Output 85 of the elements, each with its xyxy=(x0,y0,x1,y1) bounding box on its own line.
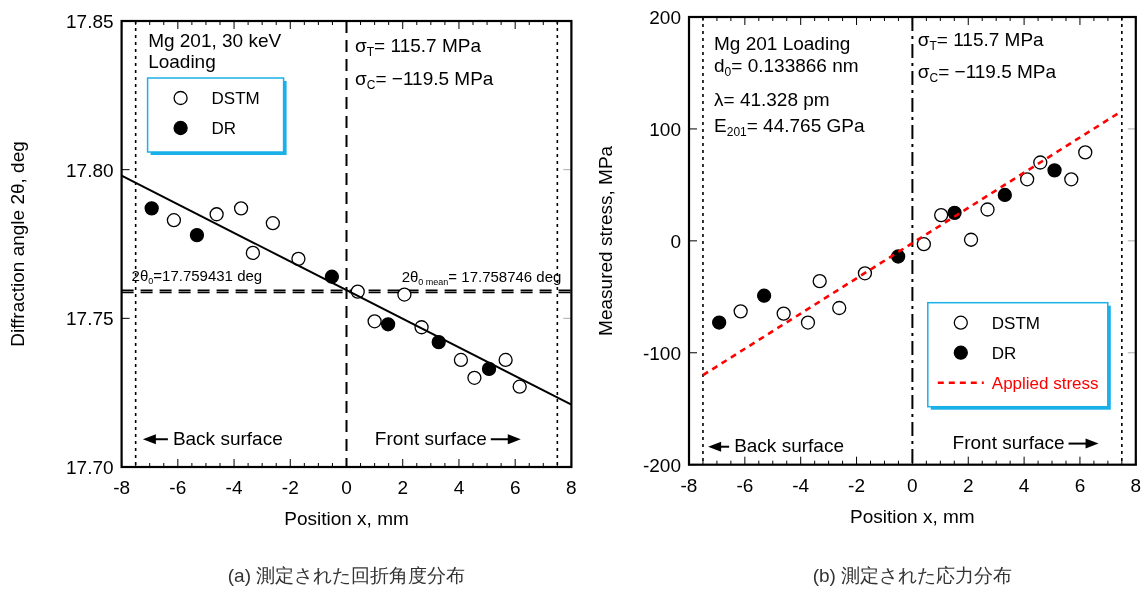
annotation: E$_{201}$= 44.765 GPa xyxy=(714,115,865,139)
point xyxy=(512,379,527,394)
annotation: Back surface xyxy=(734,435,844,457)
point xyxy=(144,201,159,216)
x-tick-label: 4 xyxy=(1018,474,1030,496)
point xyxy=(166,213,182,228)
annotation: d$_{0}$= 0.133866 nm xyxy=(714,55,859,79)
annotation: Front surface xyxy=(952,432,1065,454)
point xyxy=(380,317,396,332)
point xyxy=(733,304,748,319)
point xyxy=(397,287,412,302)
point xyxy=(800,315,816,330)
legend-label: DSTM xyxy=(211,89,260,108)
point xyxy=(291,251,306,267)
y-tick-label: -200 xyxy=(642,454,681,476)
x-axis-title: Position x, mm xyxy=(850,505,975,527)
x-tick-label: -8 xyxy=(113,477,131,498)
y-tick-label: 17.80 xyxy=(66,159,114,181)
point xyxy=(934,207,949,223)
point xyxy=(980,202,995,217)
point xyxy=(245,245,261,261)
x-tick-label: 2 xyxy=(962,474,974,496)
x-tick-label: 0 xyxy=(341,477,352,498)
legend-label: DR xyxy=(991,343,1017,363)
x-axis-title: Position x, mm xyxy=(284,508,409,529)
x-tick-label: -2 xyxy=(281,477,299,498)
y-axis-title: Measured stress, MPa xyxy=(595,145,616,336)
x-tick-label: 6 xyxy=(1074,474,1086,496)
x-tick-label: -8 xyxy=(680,474,698,496)
point xyxy=(1020,172,1035,187)
annotation: Mg 201, 30 keV xyxy=(148,29,282,51)
point xyxy=(1078,145,1093,160)
y-axis-title: Diffraction angle 2θ, deg xyxy=(7,141,28,347)
y-tick-label: 0 xyxy=(670,230,681,252)
annotation: Mg 201 Loading xyxy=(714,33,851,55)
x-tick-label: 8 xyxy=(566,477,577,498)
point xyxy=(832,300,847,316)
x-tick-label: -2 xyxy=(848,474,865,496)
y-tick-label: -100 xyxy=(642,342,681,364)
text: (b) 測定された応力分布 xyxy=(812,565,1013,586)
y-tick-label: 17.85 xyxy=(66,11,114,32)
point xyxy=(963,232,979,247)
annotation: Front surface xyxy=(374,427,487,449)
point xyxy=(916,237,931,252)
point xyxy=(756,288,772,303)
annotation: σ$_{C}$= −119.5 MPa xyxy=(917,60,1057,85)
annotation: σ$_{C}$= −119.5 MPa xyxy=(355,67,494,92)
annotation: σ$_{T}$= 115.7 MPa xyxy=(355,35,482,59)
x-tick-label: -6 xyxy=(169,477,187,498)
legend-label: DSTM xyxy=(991,313,1040,333)
x-tick-label: 0 xyxy=(907,474,918,496)
point xyxy=(776,306,791,321)
x-tick-label: 8 xyxy=(1130,474,1142,496)
text: (a) 測定された回折角度分布 xyxy=(227,565,466,586)
point xyxy=(467,370,482,385)
point xyxy=(367,314,382,329)
x-tick-label: 2 xyxy=(397,477,409,498)
x-tick-label: -6 xyxy=(736,474,754,496)
point xyxy=(498,352,513,368)
y-tick-label: 17.75 xyxy=(66,308,114,330)
ref-line-label: 2θ$_{0 mean}$= 17.758746 deg xyxy=(401,268,562,288)
y-tick-label: 100 xyxy=(649,118,681,140)
legend-label: DR xyxy=(211,119,237,138)
ref-line-label: 2θ$_{0}$=17.759431 deg xyxy=(131,267,263,286)
annotation: σ$_{T}$= 115.7 MPa xyxy=(917,29,1045,53)
point xyxy=(209,207,224,222)
point xyxy=(453,352,469,368)
point xyxy=(1064,172,1079,187)
point xyxy=(812,273,827,289)
point xyxy=(997,187,1012,203)
annotation: Back surface xyxy=(172,427,283,449)
point xyxy=(189,227,205,243)
x-tick-label: 4 xyxy=(453,477,465,498)
annotation: λ= 41.328 pm xyxy=(714,89,830,111)
annotation: Loading xyxy=(148,50,216,72)
point xyxy=(712,315,727,330)
legend-label: Applied stress xyxy=(991,373,1099,393)
point xyxy=(233,201,249,216)
x-tick-label: 6 xyxy=(509,477,521,498)
y-tick-label: 200 xyxy=(649,7,681,28)
point xyxy=(265,216,280,231)
x-tick-label: -4 xyxy=(792,474,810,496)
y-tick-label: 17.70 xyxy=(66,457,114,478)
point xyxy=(1047,163,1062,178)
x-tick-label: -4 xyxy=(225,477,243,498)
